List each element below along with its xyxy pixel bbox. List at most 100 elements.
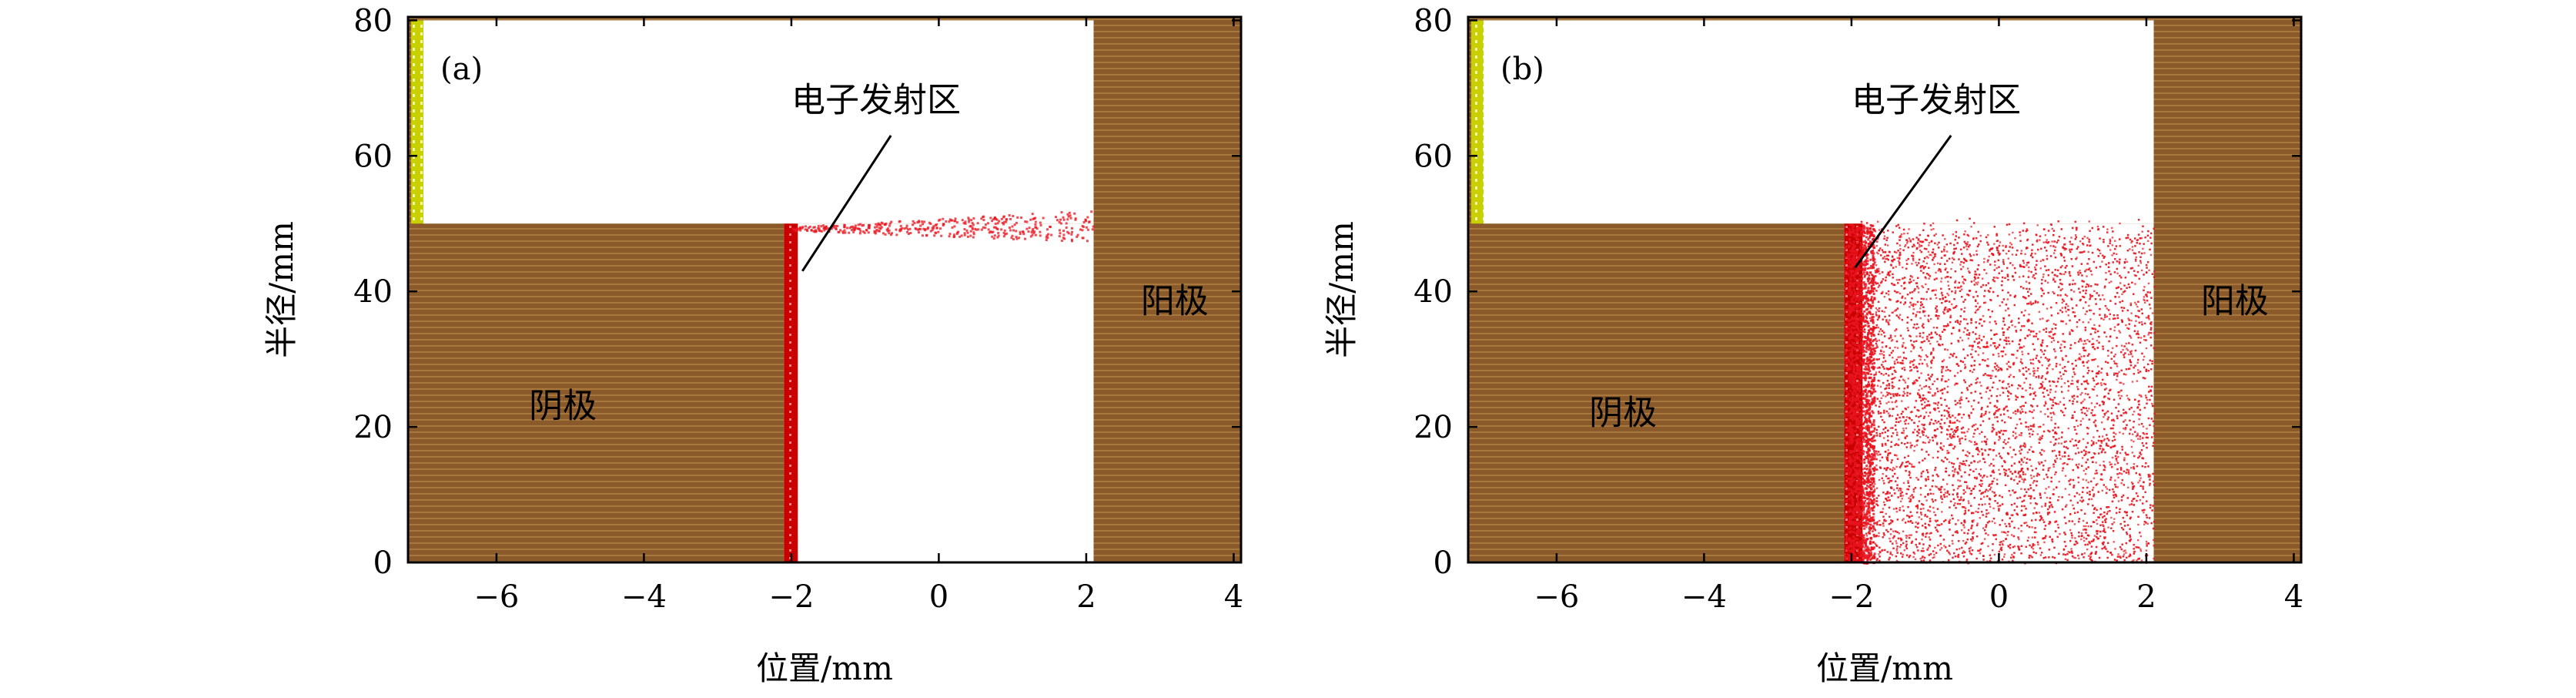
electron-point [1907,406,1909,408]
electron-point [2024,473,2027,475]
electron-point [2140,269,2143,272]
electron-point [1876,367,1879,369]
electron-point [1882,501,1885,504]
electron-point [2107,354,2109,357]
electron-point [1925,499,1928,502]
electron-point [2046,307,2049,310]
electron-point [2072,504,2074,506]
electron-point [988,231,991,234]
electron-point [2076,447,2079,449]
electron-point [2082,418,2084,420]
electron-point [1979,347,1981,350]
electron-point [1850,499,1852,502]
electron-point [2054,246,2057,248]
electron-point [1894,401,1896,404]
electron-point [2070,237,2073,239]
electron-point [798,227,801,230]
electron-point [1956,371,1959,374]
electron-point [1076,233,1079,237]
electron-point [854,224,857,227]
electron-point [1874,456,1876,458]
electron-point [2135,303,2137,306]
electron-point [2086,548,2089,551]
electron-point [1878,267,1880,270]
electron-point [991,220,994,223]
electron-point [2016,423,2019,426]
electron-point [2025,280,2028,283]
electron-point [1918,516,1920,518]
electron-point [1977,281,1979,284]
electron-point [1862,549,1865,552]
electron-point [940,234,943,237]
electron-point [1876,384,1879,387]
electron-point [1962,539,1965,542]
electron-point [1915,335,1918,337]
electron-point [878,227,881,230]
electron-point [1944,238,1946,240]
electron-point [1994,522,1996,525]
electron-point [1943,246,1945,248]
electron-point [2089,309,2093,312]
electron-point [2151,402,2153,405]
electron-point [2131,451,2134,454]
electron-point [1871,378,1874,381]
electron-point [2049,364,2051,366]
electron-point [2118,262,2121,265]
electron-point [2119,222,2121,225]
electron-point [937,230,940,233]
electron-point [1891,554,1894,556]
electron-point [2105,335,2108,338]
electron-point [2100,371,2103,374]
electron-point [2016,388,2019,390]
electron-point [1009,217,1012,220]
electron-point [2078,463,2080,465]
electron-point [2046,239,2048,241]
electron-point [1875,344,1878,347]
electron-point [1902,482,1905,485]
electron-point [1976,302,1979,304]
electron-point [1853,307,1855,310]
electron-point [971,227,974,230]
electron-point [2130,445,2133,448]
electron-point [1918,420,1921,423]
electron-point [1899,545,1902,549]
electron-point [1845,541,1848,544]
electron-point [1919,246,1921,248]
electron-point [1954,280,1957,282]
vacuum-gap-a [784,223,1094,562]
electron-point [1984,301,1987,304]
electron-point [2093,385,2096,388]
electron-point [1865,410,1867,412]
electron-point [1844,240,1846,243]
axes-frame-a [406,15,1243,564]
insulator-a [411,20,423,224]
electron-point [1895,465,1898,468]
electron-point [1959,469,1962,471]
electron-point [1070,227,1073,230]
electron-point [2120,414,2123,417]
electron-point [1002,235,1005,238]
vacuum-upper-b [1484,20,2154,224]
electron-point [1972,519,1975,522]
electron-point [2138,418,2140,421]
electron-point [1919,249,1922,252]
electron-point [1998,355,2000,357]
electron-point [1922,336,1924,339]
electron-point [895,228,898,231]
electron-point [1868,457,1871,459]
electron-point [2018,369,2021,371]
electron-point [1886,244,1889,247]
electron-point [2056,457,2058,460]
electron-point [2036,224,2039,227]
electron-point [1002,223,1005,226]
electron-point [2018,471,2020,473]
electron-point [1894,335,1896,337]
electron-point [801,227,804,230]
electron-point [2040,518,2042,521]
electron-point [1857,270,1860,273]
electron-point [1862,431,1865,435]
electron-point [1844,458,1847,461]
electron-point [1957,519,1959,522]
electron-point [1878,273,1881,275]
electron-point [1979,460,1981,462]
